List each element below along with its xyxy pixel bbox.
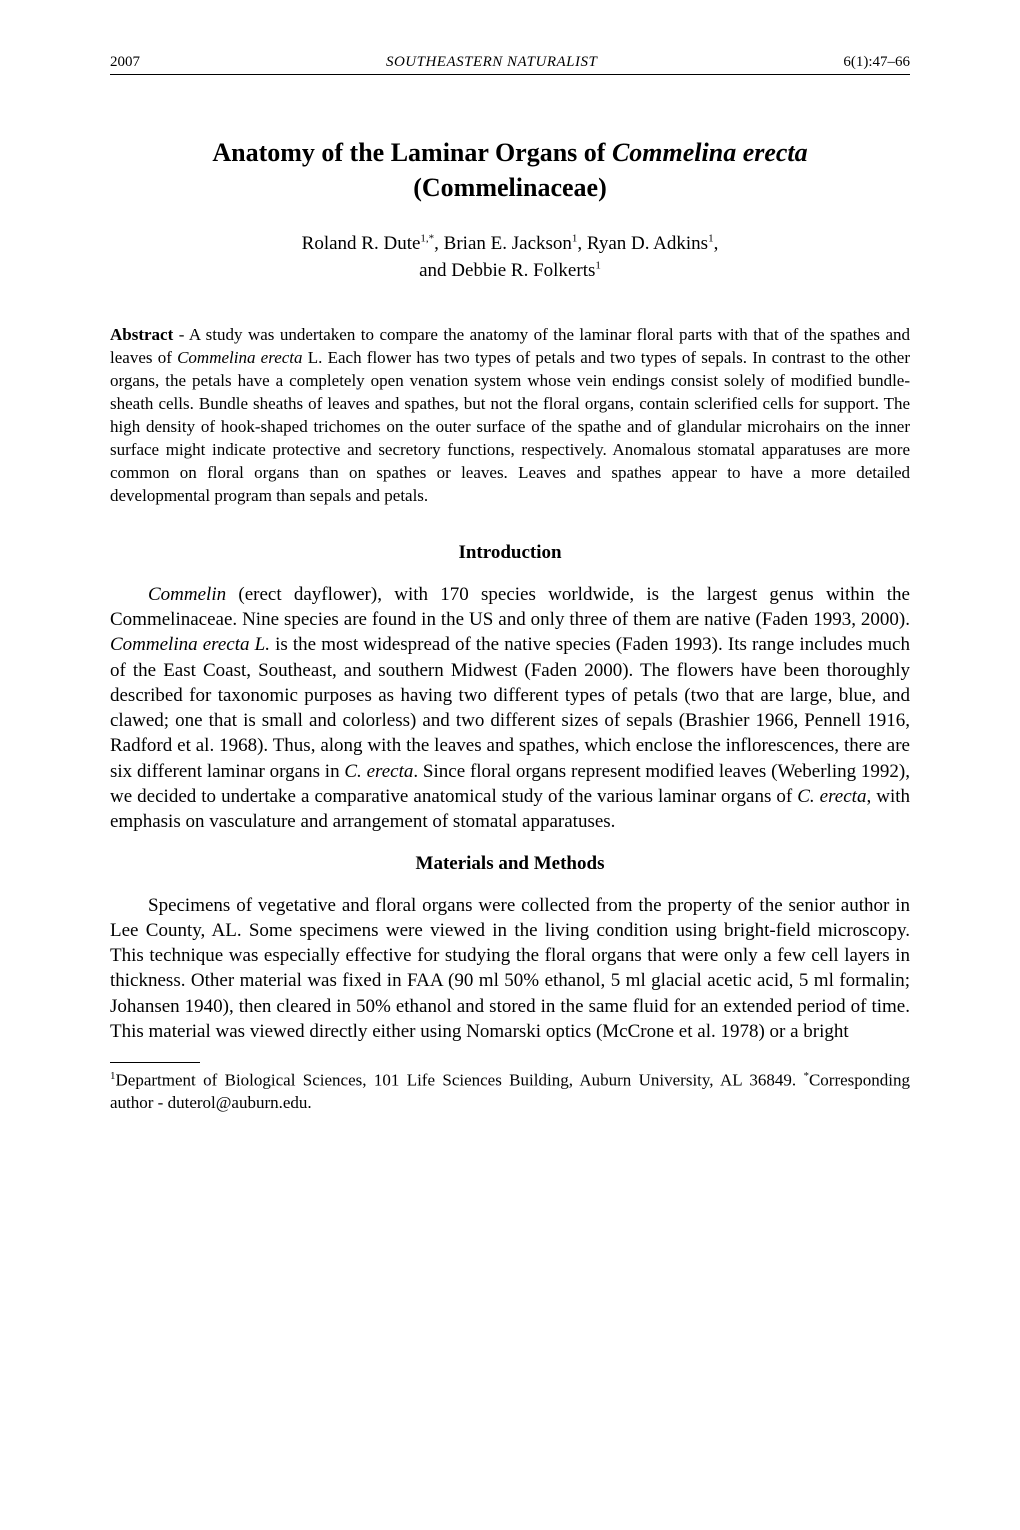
intro-genus: Commelin xyxy=(148,584,226,605)
abstract-species: Commelina erecta xyxy=(177,348,302,367)
author-comma: , xyxy=(714,233,719,254)
author-block: Roland R. Dute1,*, Brian E. Jackson 1 , Ry… xyxy=(110,231,910,284)
header-issue: 6(1):47–66 xyxy=(843,54,910,71)
author-4-pre: and Debbie R. Folkerts xyxy=(419,260,595,281)
abstract-post: L. Each flower has two types of petals a… xyxy=(110,348,910,505)
introduction-heading: Introduction xyxy=(110,542,910,564)
title-family: (Commelinaceae) xyxy=(413,173,606,202)
title-species: Commelina erecta xyxy=(612,138,808,167)
header-journal: SOUTHEASTERN NATURALIST xyxy=(386,54,597,71)
abstract-label: Abstract xyxy=(110,325,173,344)
footnote-rule xyxy=(110,1062,200,1063)
intro-text-1: (erect dayflower), with 170 species worl… xyxy=(110,584,910,630)
header-year: 2007 xyxy=(110,54,140,71)
intro-species-3: C. erecta xyxy=(797,786,866,807)
intro-text-2: is the most widespread of the native spe… xyxy=(110,634,910,781)
methods-paragraph: Specimens of vegetative and floral organ… xyxy=(110,893,910,1045)
author-3-pre: , Ryan D. Adkins xyxy=(577,233,708,254)
footnote-affil-text: Department of Biological Sciences, 101 L… xyxy=(116,1071,804,1090)
footnote: 1Department of Biological Sciences, 101 … xyxy=(110,1069,910,1114)
author-2-pre: , Brian E. Jackson xyxy=(434,233,572,254)
author-1: Roland R. Dute xyxy=(302,233,421,254)
author-4-affil: 1 xyxy=(595,259,601,271)
intro-species-2: C. erecta xyxy=(344,761,413,782)
author-1-affil: 1,* xyxy=(420,233,434,245)
article-title: Anatomy of the Laminar Organs of Commeli… xyxy=(110,135,910,205)
running-header: 2007 SOUTHEASTERN NATURALIST 6(1):47–66 xyxy=(110,54,910,75)
methods-heading: Materials and Methods xyxy=(110,853,910,875)
intro-species-1: Commelina erecta L. xyxy=(110,634,270,655)
introduction-paragraph: Commelin (erect dayflower), with 170 spe… xyxy=(110,582,910,835)
title-pre: Anatomy of the Laminar Organs of xyxy=(212,138,612,167)
abstract: Abstract - A study was undertaken to com… xyxy=(110,324,910,508)
